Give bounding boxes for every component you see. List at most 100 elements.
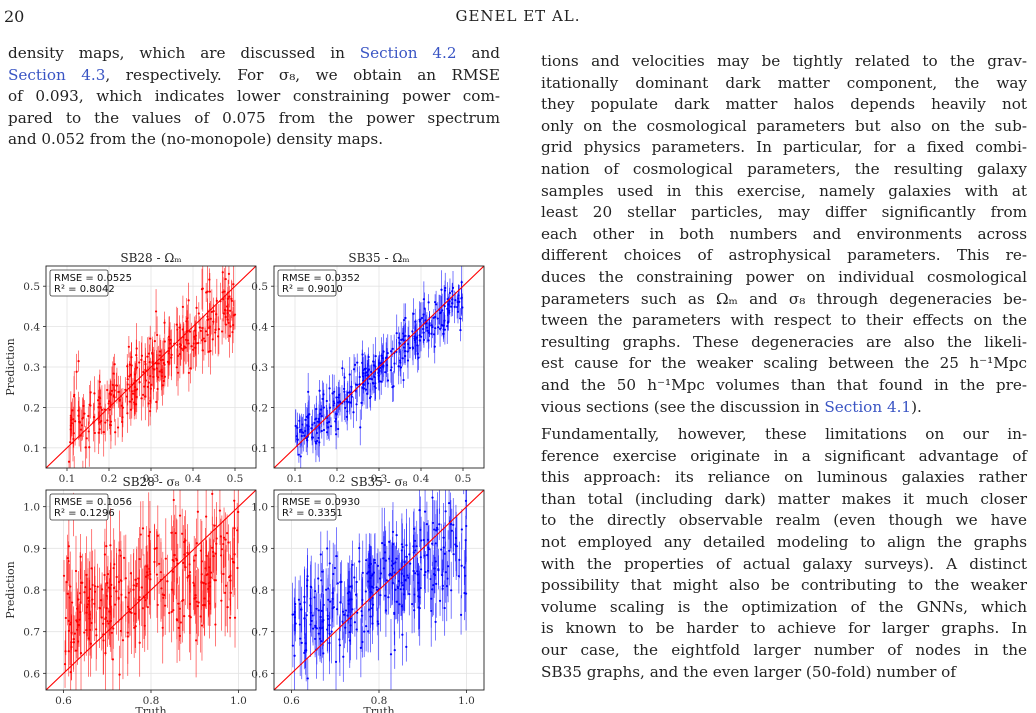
data-point xyxy=(452,553,455,556)
data-point xyxy=(404,334,407,337)
legend-entry: RMSE = 0.0352 xyxy=(282,273,360,284)
data-point xyxy=(98,380,101,383)
data-point xyxy=(369,395,372,398)
data-point xyxy=(417,356,420,359)
data-point xyxy=(105,545,108,548)
text-line: they populate dark matter halos depends … xyxy=(541,95,1027,114)
data-point xyxy=(388,557,391,560)
data-point xyxy=(409,562,412,565)
data-point xyxy=(126,378,129,381)
data-point xyxy=(107,400,111,403)
data-point xyxy=(385,579,388,582)
data-point xyxy=(353,621,357,624)
data-point xyxy=(452,523,455,526)
text-line: our case, the eightfold larger number of… xyxy=(541,640,1027,659)
data-point xyxy=(65,581,68,584)
data-point xyxy=(396,585,399,588)
data-point xyxy=(224,277,227,281)
data-point xyxy=(378,380,381,383)
data-point xyxy=(401,633,404,636)
data-point xyxy=(187,342,190,345)
data-point xyxy=(448,311,451,314)
data-point xyxy=(118,549,121,552)
data-point xyxy=(155,400,158,404)
identity-line xyxy=(46,266,256,468)
data-point xyxy=(96,585,99,588)
data-point xyxy=(338,393,341,396)
data-point xyxy=(425,523,428,526)
data-point xyxy=(194,594,197,597)
data-point xyxy=(389,572,392,576)
data-point xyxy=(330,630,333,633)
data-point xyxy=(199,329,202,332)
data-point xyxy=(307,390,310,393)
data-point xyxy=(113,389,116,392)
data-point xyxy=(320,609,323,612)
data-point xyxy=(441,587,444,590)
data-point xyxy=(367,368,371,371)
data-point xyxy=(438,327,442,330)
data-point xyxy=(463,566,466,569)
section-link[interactable]: Section 4.2 xyxy=(359,44,457,62)
data-point xyxy=(183,540,186,544)
data-point xyxy=(124,596,127,599)
text-line: itationally dominant dark matter compone… xyxy=(541,73,1027,92)
legend-entry: R² = 0.8042 xyxy=(54,284,115,295)
data-point xyxy=(197,601,200,604)
data-point xyxy=(97,406,100,409)
data-point xyxy=(231,330,234,334)
data-point xyxy=(319,627,322,630)
data-point xyxy=(183,615,186,618)
data-point xyxy=(181,599,185,602)
data-point xyxy=(142,370,145,374)
data-point xyxy=(117,597,120,600)
data-point xyxy=(88,628,92,632)
data-point xyxy=(70,418,73,421)
data-point xyxy=(141,527,145,530)
data-point xyxy=(66,592,69,595)
data-point xyxy=(74,569,78,573)
data-point xyxy=(314,637,317,641)
text-line: not employed any detailed modeling to al… xyxy=(541,532,1027,551)
data-point xyxy=(335,396,338,399)
data-point xyxy=(297,453,300,456)
data-point xyxy=(93,392,96,395)
text-line: samples used in this exercise, namely ga… xyxy=(541,181,1027,200)
data-point xyxy=(319,553,322,556)
text-line: pared to the values of 0.075 from the po… xyxy=(8,108,500,127)
data-point xyxy=(414,341,417,344)
data-point xyxy=(112,586,116,590)
data-point xyxy=(440,548,443,551)
section-link[interactable]: Section 4.1 xyxy=(824,397,912,416)
data-point xyxy=(375,588,379,592)
section-link[interactable]: Section 4.3 xyxy=(8,65,106,84)
data-point xyxy=(84,446,87,449)
data-point xyxy=(108,586,111,589)
data-point xyxy=(293,654,296,657)
data-point xyxy=(322,428,326,432)
x-tick-label: 1.0 xyxy=(458,695,475,707)
data-point xyxy=(410,602,414,606)
y-axis-label: Prediction xyxy=(4,338,17,396)
data-point xyxy=(70,645,73,649)
data-point xyxy=(153,560,156,564)
data-point xyxy=(212,554,215,558)
text-line: least 20 stellar particles, may differ s… xyxy=(541,203,1027,222)
data-point xyxy=(116,426,120,429)
data-point xyxy=(227,576,231,579)
data-point xyxy=(106,572,110,576)
x-tick-label: 0.3 xyxy=(143,473,160,485)
data-point xyxy=(103,553,107,556)
data-point xyxy=(66,556,69,560)
data-point xyxy=(367,571,370,574)
data-point xyxy=(194,639,198,642)
text-line: each other in both numbers and environme… xyxy=(541,224,1027,243)
data-point xyxy=(453,305,456,309)
data-point xyxy=(400,543,404,546)
data-point xyxy=(182,349,185,352)
data-point xyxy=(186,576,189,579)
data-point xyxy=(134,578,137,581)
data-point xyxy=(161,384,164,387)
